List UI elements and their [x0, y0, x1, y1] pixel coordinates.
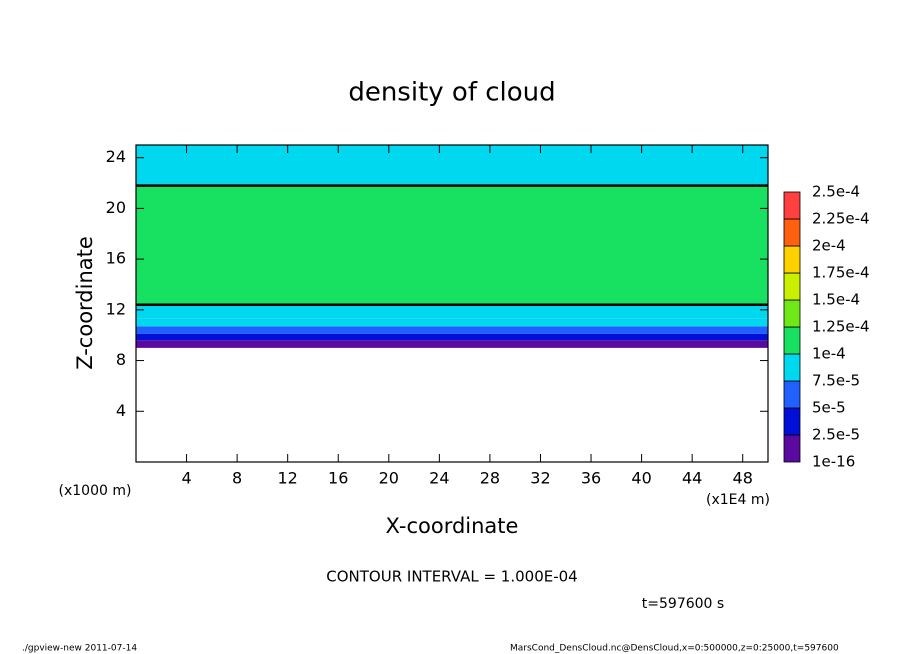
footer-left: ./gpview-new 2011-07-14 — [22, 644, 137, 654]
colorbar-box — [783, 380, 801, 409]
colorbar-label: 2.25e-4 — [812, 210, 870, 228]
x-tick-label: 4 — [181, 469, 191, 488]
colorbar-box — [783, 434, 801, 463]
colorbar-box — [783, 218, 801, 247]
x-tick-label: 16 — [328, 469, 348, 488]
x-tick-label: 36 — [581, 469, 601, 488]
y-tick-label: 12 — [106, 299, 126, 318]
plot-frame — [135, 144, 769, 463]
x-axis-label: X-coordinate — [386, 514, 519, 538]
colorbar-label: 1.5e-4 — [812, 291, 860, 309]
x-unit-label: (x1E4 m) — [706, 492, 770, 508]
x-tick-label: 32 — [530, 469, 550, 488]
heatmap-band — [136, 185, 768, 305]
colorbar-box — [783, 407, 801, 436]
colorbar-label: 1.75e-4 — [812, 264, 870, 282]
colorbar-label: 7.5e-5 — [812, 372, 860, 390]
colorbar-box — [783, 326, 801, 355]
y-axis-label: Z-coordinate — [73, 236, 97, 370]
colorbar-label: 2e-4 — [812, 237, 846, 255]
heatmap-band — [136, 340, 768, 348]
annotation: CONTOUR INTERVAL = 1.000E-04 — [326, 568, 577, 586]
chart-title: density of cloud — [348, 78, 555, 108]
x-tick-label: 20 — [379, 469, 399, 488]
y-tick-label: 20 — [106, 198, 126, 217]
colorbar-label: 2.5e-5 — [812, 426, 860, 444]
colorbar-label: 1e-4 — [812, 345, 846, 363]
colorbar-label: 1e-16 — [812, 453, 855, 471]
colorbar-box — [783, 299, 801, 328]
y-tick-label: 4 — [116, 401, 126, 420]
y-tick-label: 16 — [106, 249, 126, 268]
y-tick-label: 24 — [106, 147, 126, 166]
x-tick-label: 24 — [429, 469, 449, 488]
time-label: t=597600 s — [642, 596, 724, 612]
heatmap-band — [136, 145, 768, 186]
x-tick-label: 28 — [480, 469, 500, 488]
colorbar-box — [783, 191, 801, 220]
heatmap-band — [136, 304, 768, 319]
heatmap-band — [136, 318, 768, 327]
y-tick-label: 8 — [116, 350, 126, 369]
x-tick-label: 44 — [682, 469, 702, 488]
colorbar-label: 5e-5 — [812, 399, 846, 417]
colorbar-box — [783, 245, 801, 274]
footer-right: MarsCond_DensCloud.nc@DensCloud,x=0:5000… — [510, 644, 839, 654]
x-tick-label: 40 — [631, 469, 651, 488]
colorbar-box — [783, 353, 801, 382]
colorbar-box — [783, 272, 801, 301]
colorbar-label: 1.25e-4 — [812, 318, 870, 336]
x-tick-label: 8 — [232, 469, 242, 488]
y-unit-label: (x1000 m) — [59, 483, 132, 499]
heatmap-band — [136, 326, 768, 334]
colorbar-label: 2.5e-4 — [812, 183, 860, 201]
x-tick-label: 12 — [278, 469, 298, 488]
x-tick-label: 48 — [733, 469, 753, 488]
heatmap-band — [136, 333, 768, 341]
